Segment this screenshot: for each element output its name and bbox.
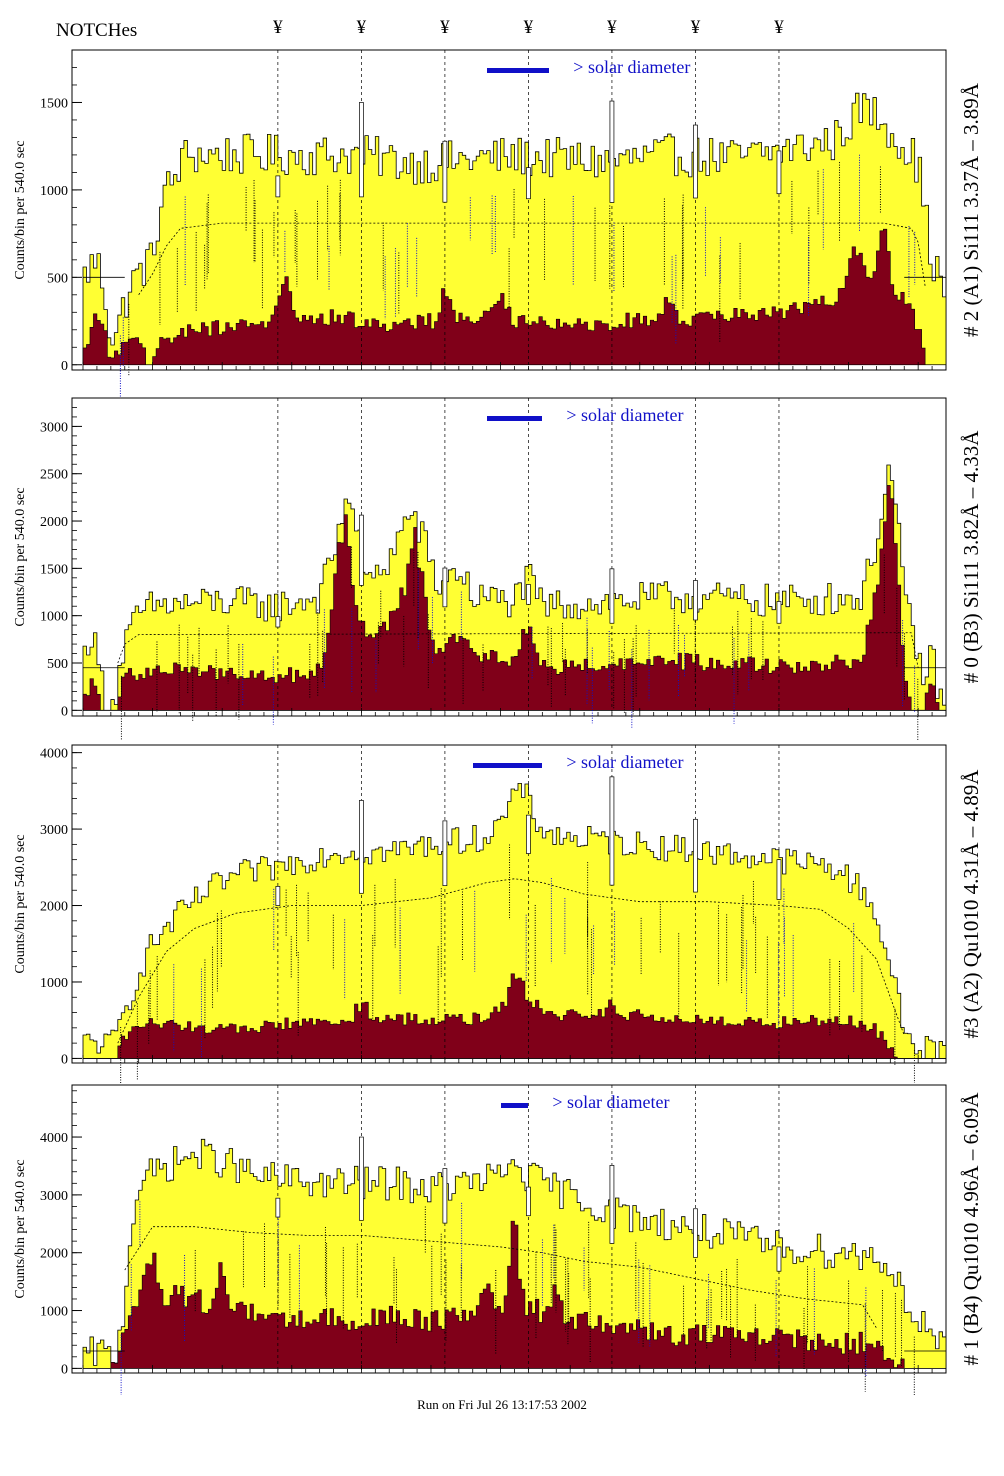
y-tick-label: 4000: [40, 747, 68, 762]
chart-panel: 0 1000 2000 3000 4000: [40, 1084, 947, 1395]
notch-spike: [526, 1186, 531, 1217]
y-tick-label: 0: [61, 1362, 68, 1377]
y-tick-label: 0: [61, 359, 68, 374]
notch-spike: [442, 567, 448, 608]
notch-title: NOTCHes: [56, 20, 138, 41]
y-tick-label: 1500: [40, 562, 68, 577]
y-tick-label: 1000: [40, 610, 68, 625]
notch-spike: [526, 584, 531, 605]
notch-marker: ¥: [690, 17, 701, 38]
solar-diameter-bar: [486, 416, 543, 421]
total-counts-histogram: [82, 92, 947, 366]
y-tick-label: 4000: [40, 1131, 68, 1146]
excess-counts-histogram: [82, 485, 946, 711]
notch-spike: [609, 1165, 615, 1244]
notch-spike: [275, 1197, 281, 1218]
notch-spike: [693, 818, 698, 893]
run-timestamp: Run on Fri Jul 26 13:17:53 2002: [417, 1397, 587, 1412]
y-tick-label: 0: [61, 704, 68, 719]
solar-diameter-legend: > solar diameter: [552, 1092, 670, 1112]
notch-spike: [776, 601, 782, 624]
model-curve: [117, 878, 905, 1044]
excess-counts-histogram: [83, 973, 946, 1059]
notch-spike: [693, 124, 698, 199]
channel-label: #3 (A2) Qu1010 4.31Å – 4.89Å: [959, 769, 983, 1039]
channel-label: # 0 (B3) Si111 3.82Å – 4.33Å: [959, 430, 983, 684]
notch-spike: [526, 814, 531, 854]
solar-diameter-legend: > solar diameter: [566, 405, 684, 425]
solar-diameter-legend: > solar diameter: [566, 752, 684, 772]
notch-spike: [359, 514, 364, 586]
y-axis-label: Counts/bin per 540.0 sec: [13, 140, 28, 280]
notch-spike: [275, 175, 281, 198]
notch-spike: [359, 800, 364, 894]
y-axis-label: Counts/bin per 540.0 sec: [13, 834, 28, 974]
y-tick-label: 1000: [40, 184, 68, 199]
notch-marker: ¥: [440, 17, 450, 38]
notch-spike: [776, 1246, 782, 1272]
model-curve: [124, 1226, 877, 1329]
y-tick-label: 1500: [40, 96, 68, 111]
notch-spike: [442, 820, 448, 887]
y-tick-label: 3000: [40, 1189, 68, 1204]
y-tick-label: 0: [61, 1052, 68, 1067]
channel-label: # 1 (B4) Qu1010 4.96Å – 6.09Å: [959, 1092, 983, 1366]
chart-panel: 0 500 1000 1500: [40, 49, 947, 398]
excess-counts-histogram: [82, 228, 946, 366]
notch-spike: [609, 776, 615, 886]
notch-spike: [359, 1136, 364, 1221]
notch-spike: [609, 568, 615, 624]
notch-spike: [526, 167, 531, 200]
y-tick-label: 2500: [40, 468, 68, 483]
solar-diameter-legend: > solar diameter: [573, 57, 691, 77]
notch-header: NOTCHes ¥ ¥ ¥ ¥ ¥ ¥ ¥: [0, 0, 1004, 48]
total-counts-histogram: [82, 464, 947, 711]
y-tick-label: 1000: [40, 976, 68, 991]
solar-diameter-bar: [486, 68, 550, 73]
y-tick-label: 3000: [40, 823, 68, 838]
chart-panel: 0 1000 2000 3000 4000: [40, 744, 947, 1083]
notch-spike: [776, 859, 782, 900]
notch-spike: [442, 140, 448, 203]
notch-spike: [693, 1208, 698, 1258]
solar-diameter-bar: [500, 1103, 529, 1108]
notch-spike: [275, 886, 281, 906]
y-tick-label: 2000: [40, 515, 68, 530]
y-tick-label: 3000: [40, 420, 68, 435]
notch-marker: ¥: [356, 17, 367, 38]
y-tick-label: 2000: [40, 1247, 68, 1262]
chart-panel: 0 500 1000 1500 2000 2500 3000: [40, 397, 947, 740]
notch-spike: [275, 616, 281, 628]
channel-label: # 2 (A1) Si111 3.37Å – 3.89Å: [959, 83, 983, 337]
notch-marker: ¥: [273, 17, 283, 38]
solar-diameter-bar: [472, 763, 543, 768]
notch-spike: [359, 102, 364, 198]
notch-marker: ¥: [774, 17, 784, 38]
y-tick-label: 2000: [40, 900, 68, 915]
model-curve: [138, 222, 926, 296]
y-tick-label: 1000: [40, 1305, 68, 1320]
notch-spike: [693, 580, 698, 621]
notch-marker: ¥: [523, 17, 534, 38]
y-tick-label: 500: [47, 271, 68, 286]
notch-spike: [609, 100, 615, 203]
notch-marker: ¥: [607, 17, 617, 38]
total-counts-histogram: [82, 782, 947, 1059]
model-curve: [117, 632, 919, 668]
notch-spike: [776, 150, 782, 195]
notch-spike: [442, 1168, 448, 1224]
y-tick-label: 500: [47, 657, 68, 672]
y-axis-label: Counts/bin per 540.0 sec: [13, 1159, 28, 1299]
y-axis-label: Counts/bin per 540.0 sec: [13, 487, 28, 627]
